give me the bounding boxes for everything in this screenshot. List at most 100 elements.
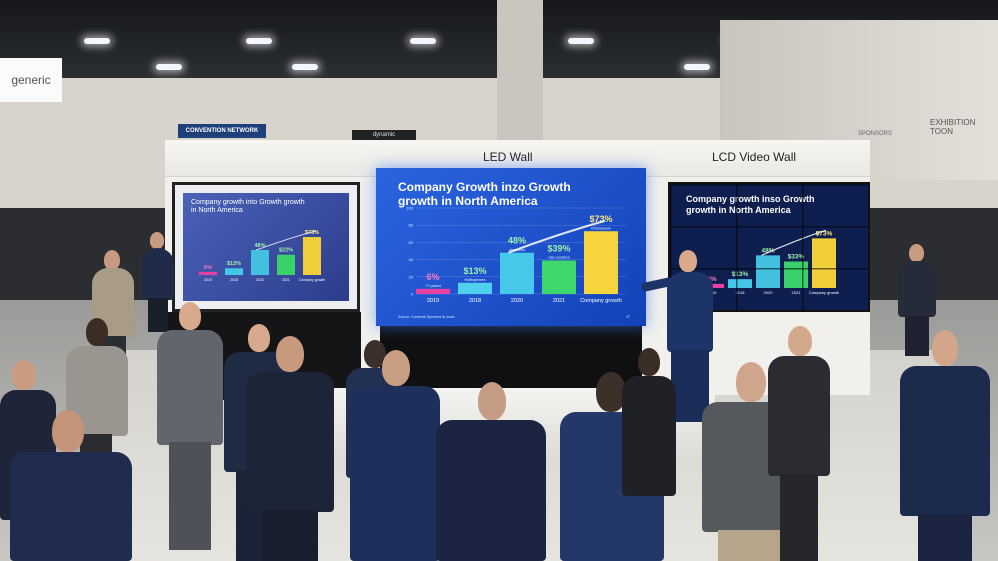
- sign-dynamic: dynamic: [352, 130, 416, 140]
- audience-member: [348, 350, 442, 561]
- audience-member: [8, 410, 134, 561]
- category-label: Company growth: [809, 290, 839, 295]
- value-label: 48%: [254, 243, 265, 249]
- category-label: 2021: [282, 278, 290, 282]
- value-label: $33%: [788, 253, 805, 260]
- ceiling-light: [684, 64, 710, 70]
- led-bar-chart: 0 20 40 60 80 100 6% ?? paced 2019 $13% Hotfixpene…: [406, 206, 626, 304]
- value-label: 48%: [508, 236, 526, 246]
- y-tick-label: 80: [409, 223, 414, 228]
- sign-convention-network: CONVENTION NETWORK: [178, 124, 266, 138]
- audience-legs: [169, 442, 211, 550]
- audience-legs: [905, 316, 929, 356]
- ceiling-light: [84, 38, 110, 44]
- led-page-number: 47: [626, 315, 630, 319]
- bar-sub-label: vdo occeters: [548, 256, 569, 260]
- audience-jacket: [436, 420, 546, 561]
- ceiling-light: [246, 38, 272, 44]
- category-label: 2018: [230, 278, 238, 282]
- audience-jacket: [350, 386, 440, 561]
- audience-head: [788, 326, 812, 356]
- audience-head: [382, 350, 410, 386]
- bar-sub-label: sTlumpeere: [591, 226, 611, 230]
- audience-jacket: [10, 452, 132, 561]
- audience-jacket: [157, 330, 223, 445]
- chart-bar: [756, 255, 780, 288]
- category-label: 2020: [256, 278, 264, 282]
- led-wall-base: [380, 325, 642, 388]
- projector-bar-chart: 6% 2019 $12% 2018 48% 2020 $22% 2021 $73% Company…: [199, 230, 326, 282]
- value-label: 6%: [204, 265, 212, 271]
- audience-legs: [780, 474, 818, 561]
- audience-member: [895, 244, 939, 356]
- sign-exhibition: EXHIBITION TOON: [930, 118, 976, 136]
- audience-legs: [148, 298, 168, 332]
- led-wall-label: LED Wall: [483, 150, 533, 164]
- chart-bar: [584, 231, 618, 294]
- chart-bar: [303, 237, 321, 275]
- presenter-suit: [667, 272, 713, 352]
- chart-bar: [542, 260, 576, 294]
- presenter: [640, 250, 725, 430]
- support-column: [497, 0, 543, 150]
- audience-jacket: [142, 248, 174, 300]
- projector-screen: Company growth into Growth growth in Nor…: [172, 182, 360, 312]
- led-footnote: Source: Comental Spectred lin seals: [398, 315, 455, 319]
- audience-legs: [718, 530, 782, 561]
- audience-member: [155, 302, 225, 552]
- category-label: 2019: [204, 278, 212, 282]
- category-label: Company growth: [580, 298, 622, 304]
- category-label: 2019: [427, 298, 439, 304]
- chart-bar: [225, 268, 243, 275]
- value-label: $13%: [732, 271, 749, 278]
- chart-bar: [458, 282, 492, 294]
- value-label: $12%: [227, 261, 241, 267]
- ceiling-light: [568, 38, 594, 44]
- y-tick-label: 60: [409, 240, 414, 245]
- growth-arrow: [256, 230, 317, 251]
- chart-bar: [784, 261, 808, 288]
- audience-head: [12, 360, 36, 390]
- audience-head: [364, 340, 386, 368]
- audience-head: [909, 244, 924, 262]
- audience-head: [932, 330, 958, 366]
- chart-bar: [812, 238, 836, 288]
- category-label: Company growth: [299, 278, 326, 282]
- audience-head: [179, 302, 201, 330]
- audience-member: [620, 348, 678, 528]
- projector-slide: Company growth into Growth growth in Nor…: [183, 193, 349, 301]
- value-label: 6%: [426, 272, 439, 282]
- value-label: $13%: [463, 266, 486, 276]
- value-label: $73%: [305, 230, 319, 236]
- audience-head: [104, 250, 120, 270]
- lcd-wall-label: LCD Video Wall: [712, 150, 797, 164]
- chart-bar: [277, 254, 295, 275]
- audience-jacket: [898, 261, 936, 317]
- value-label: $22%: [279, 248, 293, 254]
- projector-slide-title: Company growth into Growth growth in Nor…: [191, 199, 305, 215]
- ceiling-light: [292, 64, 318, 70]
- bar-sub-label: ?? paced: [425, 284, 441, 288]
- audience-head: [150, 232, 164, 249]
- category-label: 2018: [736, 290, 746, 295]
- audience-head: [596, 372, 626, 412]
- audience-head: [638, 348, 660, 376]
- audience-jacket: [768, 356, 830, 476]
- audience-member: [434, 382, 548, 561]
- bar-sub-label: Hotfixpeners: [464, 278, 485, 282]
- audience-jacket: [900, 366, 990, 516]
- hanging-sign-generic: generic: [0, 58, 62, 102]
- audience-member: [244, 336, 336, 561]
- category-label: 2021: [792, 290, 802, 295]
- category-label: 2018: [469, 298, 481, 304]
- audience-legs: [918, 514, 972, 561]
- audience-head: [52, 410, 84, 452]
- chart-bar: [416, 288, 450, 294]
- audience-head: [276, 336, 304, 372]
- y-tick-label: 100: [406, 206, 413, 211]
- audience-head: [248, 324, 270, 352]
- audience-head: [86, 318, 108, 346]
- y-tick-label: 20: [409, 274, 414, 279]
- chart-bar: [728, 279, 752, 288]
